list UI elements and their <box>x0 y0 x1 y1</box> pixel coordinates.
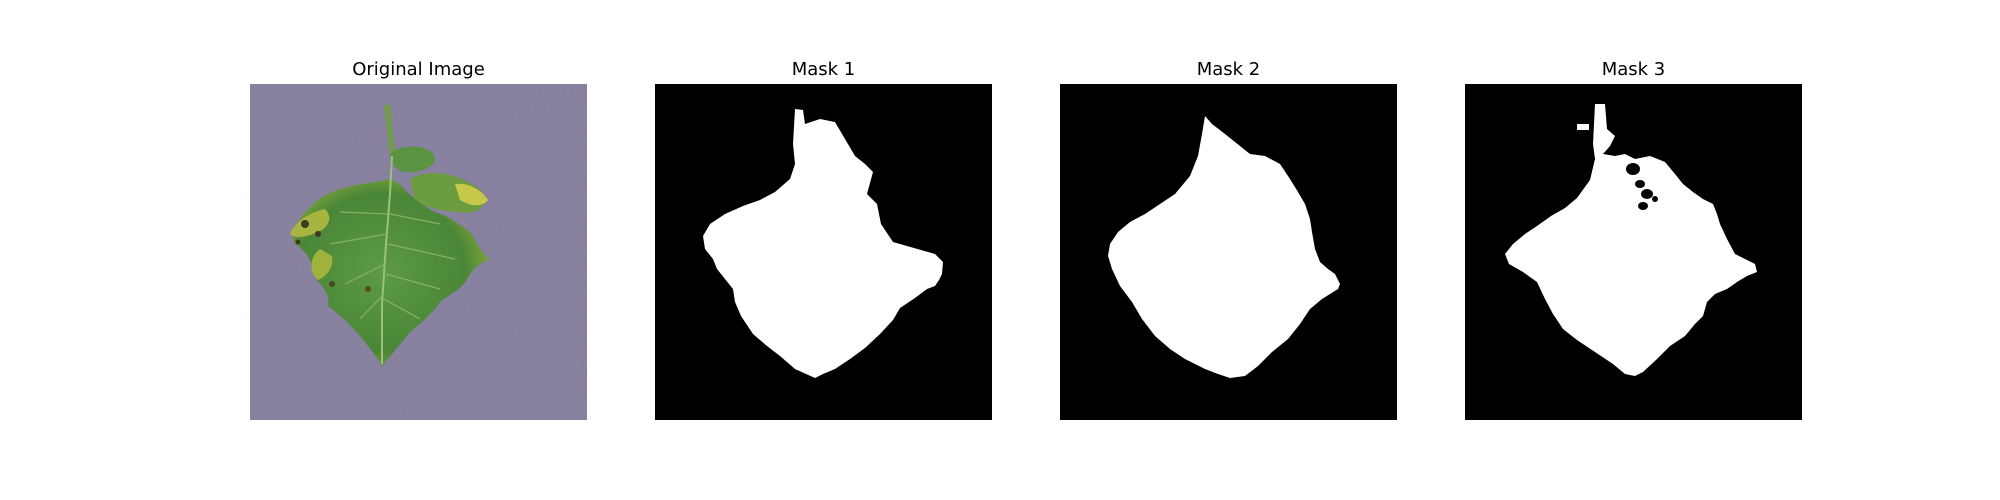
leaf-spot <box>301 220 309 228</box>
leaf-body <box>293 179 490 366</box>
panel-title-mask-1: Mask 1 <box>791 59 856 80</box>
mask-3-hole <box>1641 189 1653 199</box>
leaf-yellow-patch-left <box>290 209 330 237</box>
leaf-spot <box>295 239 301 245</box>
mask-3-hole <box>1638 202 1648 210</box>
panel-title-mask-2: Mask 2 <box>1196 59 1261 80</box>
mask-3-hole <box>1652 196 1658 202</box>
original-leaf-image <box>250 84 587 420</box>
leaf-spot <box>315 231 321 237</box>
mask-2-image <box>1060 84 1397 420</box>
panel-title-original: Original Image <box>352 59 485 80</box>
leaf-midrib <box>381 155 393 364</box>
panel-title-mask-3: Mask 3 <box>1601 59 1666 80</box>
mask-3-hole <box>1626 163 1640 175</box>
leaf-spot <box>329 281 335 287</box>
mask-3-foreground <box>1505 104 1757 376</box>
leaf-veins <box>329 211 456 320</box>
mask-1-image <box>655 84 992 420</box>
leaf-spot <box>365 286 371 292</box>
mask-3-hole <box>1635 180 1645 188</box>
mask-2-foreground <box>1108 116 1340 378</box>
leaf-yellow-tip <box>455 183 488 206</box>
mask-1-foreground <box>703 109 943 378</box>
mask-3-fragment <box>1577 124 1589 130</box>
leaf-stem <box>384 104 396 156</box>
mask-3-image <box>1465 84 1802 420</box>
leaf-top-lobe <box>390 146 436 173</box>
leaf-yellow-patch-lower <box>311 249 333 280</box>
